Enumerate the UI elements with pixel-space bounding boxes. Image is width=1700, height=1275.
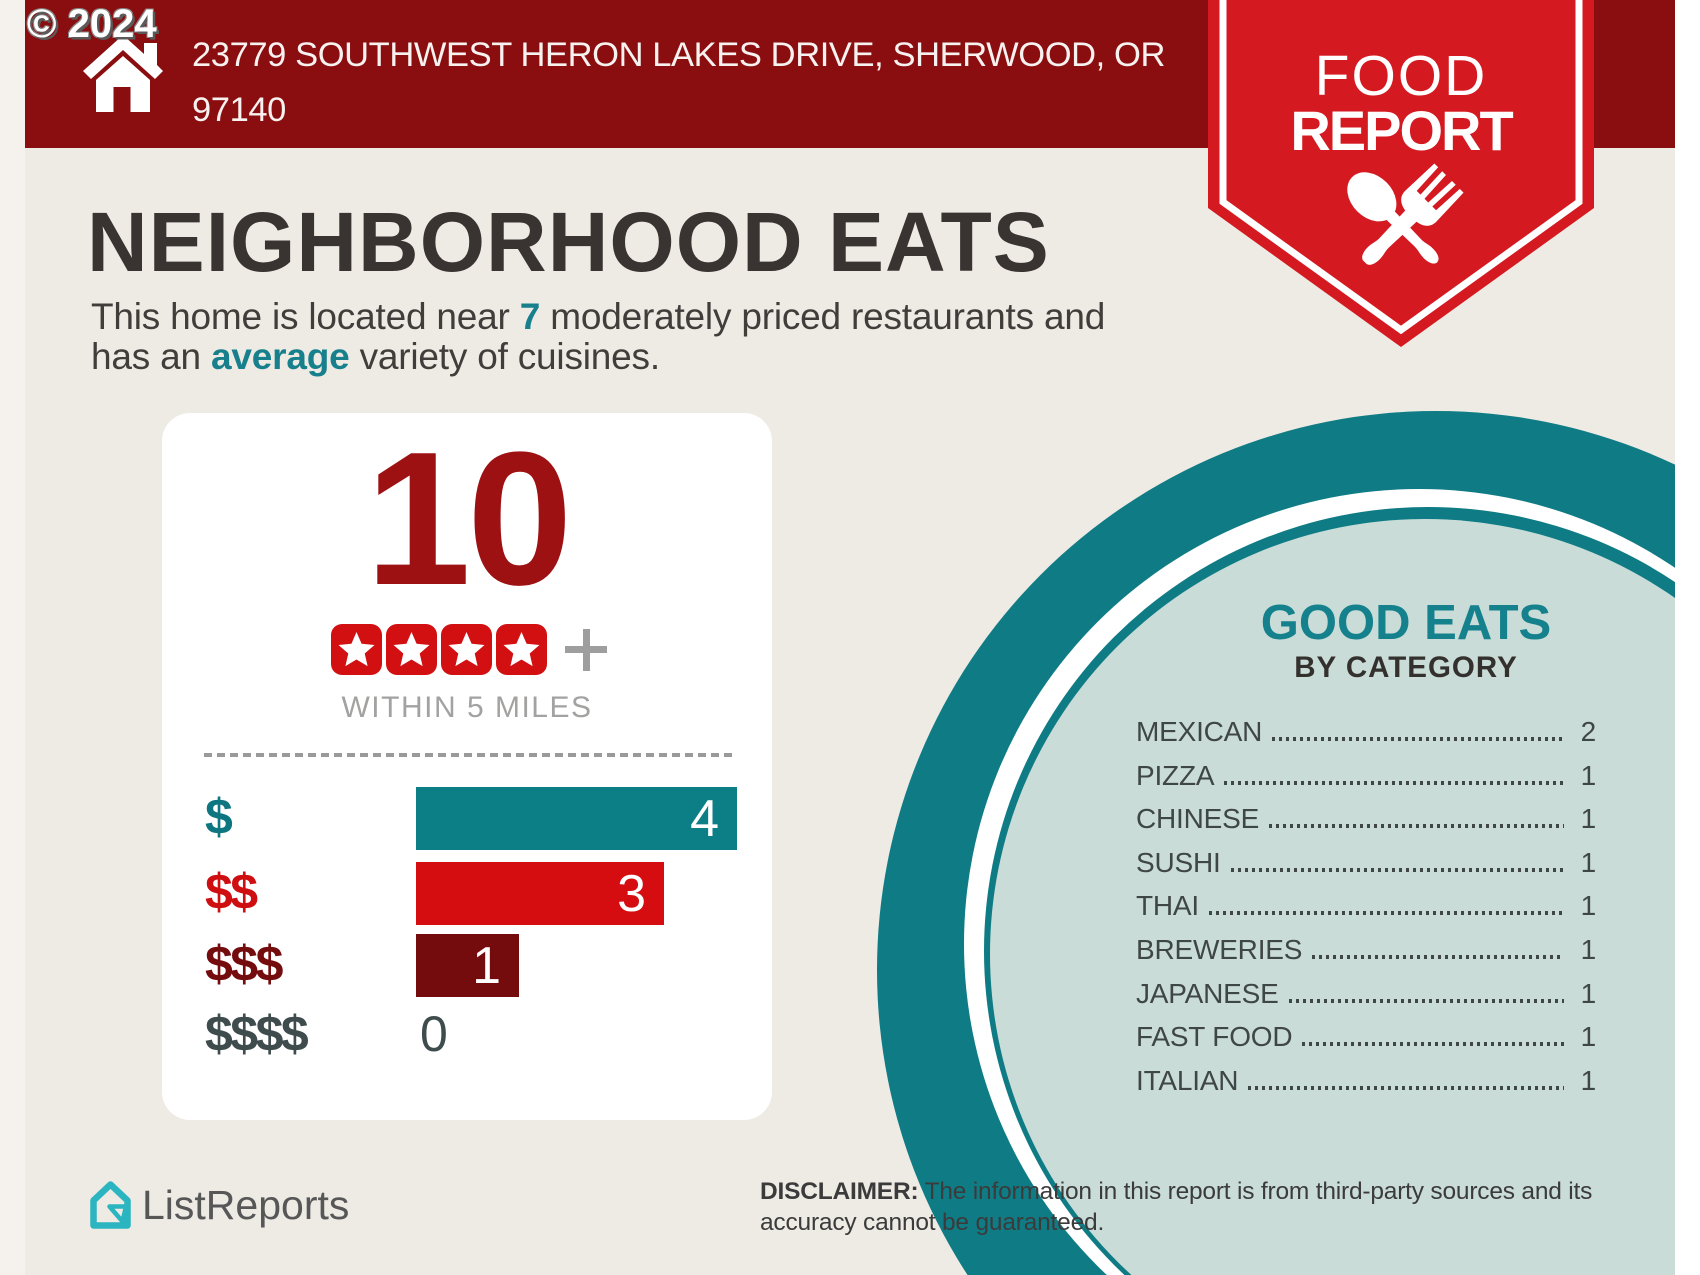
svg-text:REPORT: REPORT [1290, 99, 1513, 162]
svg-text:FOOD: FOOD [1315, 44, 1488, 108]
